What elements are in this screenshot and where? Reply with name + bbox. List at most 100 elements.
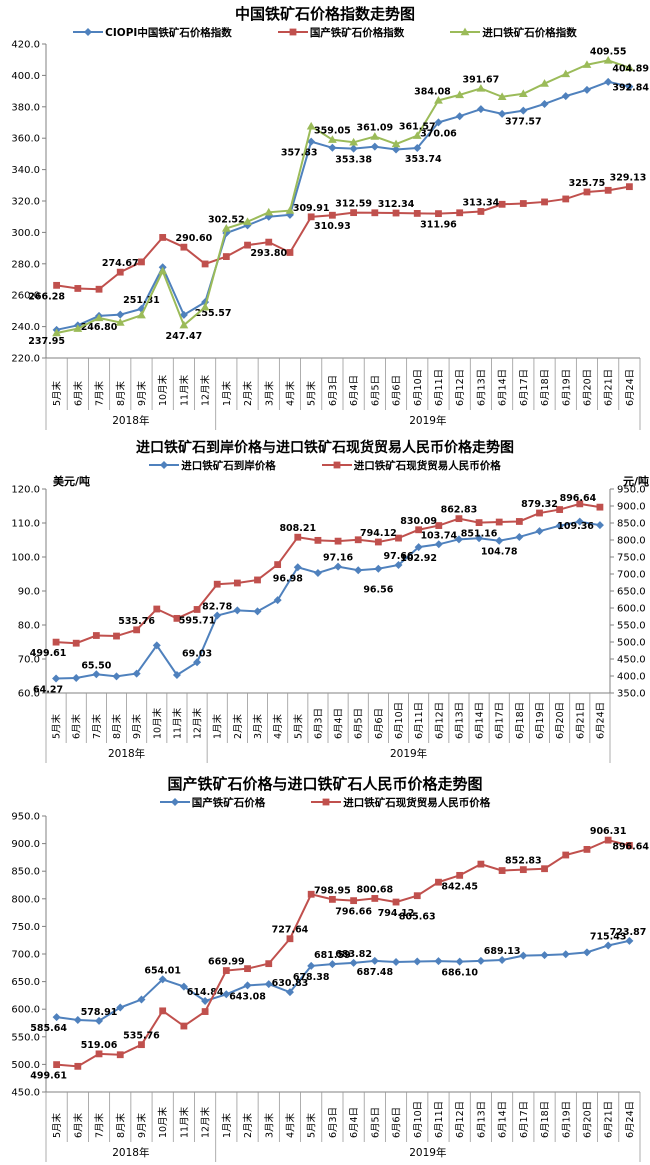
x-axis-category-label: 11月末 (178, 374, 190, 406)
data-point-label: 906.31 (590, 826, 627, 837)
chart2-legend-item-2: 进口铁矿石现货贸易人民币价格 (321, 458, 501, 473)
data-point-square (180, 243, 188, 251)
chart1-legend: CIOPI中国铁矿石价格指数 国产铁矿石价格指数 进口铁矿石价格指数 (0, 24, 650, 40)
data-point-diamond (625, 936, 634, 945)
x-axis-category-label: 6月19日 (535, 702, 546, 739)
x-axis-category-label: 6月20日 (582, 1101, 593, 1138)
data-point-label: 353.74 (405, 154, 442, 165)
data-point-square (415, 526, 423, 534)
x-axis-category-label: 2月末 (232, 713, 244, 739)
data-point-label: 578.91 (81, 1007, 118, 1018)
series-line-2 (56, 839, 630, 1068)
series-line-1 (56, 80, 630, 331)
data-point-diamond (328, 960, 337, 969)
data-point-square (455, 515, 463, 523)
chart1-plot-area: 220.0 240.0 260.0 280.0 300.0 320.0 340.0 360.0… (11, 40, 649, 430)
data-point-diamond (555, 521, 564, 530)
x-axis-category-label: 12月末 (192, 707, 204, 739)
square-marker-icon (321, 461, 352, 469)
data-point-diamond (160, 461, 169, 469)
x-axis-category-label: 1月末 (221, 380, 233, 406)
data-point-square (159, 234, 167, 241)
data-point-square (274, 561, 282, 569)
data-point-diamond (575, 517, 584, 526)
x-axis-year-group-label: 2018年 (108, 747, 145, 760)
y-axis-tick-label: 700.0 (11, 950, 40, 961)
x-axis-category-label: 6月24日 (595, 702, 606, 739)
data-point-diamond (604, 77, 613, 86)
x-axis-category-label: 9月末 (136, 1112, 148, 1138)
data-point-square (173, 614, 181, 622)
data-point-square (138, 1041, 145, 1049)
data-point-square (322, 798, 330, 806)
data-point-label: 353.38 (335, 155, 372, 166)
data-point-square (244, 965, 251, 973)
imported-ore-cif-vs-cny-price-chart: 进口铁矿石到岸价格与进口铁矿石现货贸易人民币价格走势图 进口铁矿石到岸价格 进口铁… (0, 437, 650, 770)
data-point-square (435, 210, 442, 218)
data-point-label: 654.01 (144, 965, 181, 976)
y-axis-tick-label: 550.0 (11, 1032, 40, 1043)
x-axis-category-label: 10月末 (157, 1106, 169, 1138)
chart2-legend-label-1: 进口铁矿石到岸价格 (181, 459, 276, 472)
diamond-marker-icon (73, 28, 104, 36)
data-point-diamond (392, 145, 401, 154)
data-point-square (350, 897, 358, 905)
data-point-square (456, 871, 464, 879)
data-point-label: 392.84 (612, 83, 649, 94)
data-point-diamond (455, 112, 464, 121)
data-point-diamond (95, 1016, 104, 1025)
data-point-diamond (172, 670, 181, 679)
data-point-square (193, 606, 201, 613)
y-axis-tick-label: 220.0 (11, 354, 40, 365)
y2-axis-tick-label: 850.0 (617, 519, 646, 530)
data-point-square (289, 28, 297, 36)
x-axis-category-label: 6月3日 (328, 375, 339, 406)
data-point-label: 96.98 (273, 573, 303, 584)
y-axis-tick-label: 900.0 (11, 839, 40, 850)
data-point-triangle (200, 302, 210, 311)
x-axis-category-label: 6月13日 (454, 702, 465, 739)
data-point-square (254, 576, 261, 584)
data-point-label: 312.34 (378, 199, 415, 210)
data-point-label: 404.89 (612, 64, 649, 75)
data-point-square (307, 890, 315, 898)
data-point-diamond (170, 798, 179, 806)
data-point-square (314, 536, 322, 544)
data-point-square (74, 285, 82, 292)
data-point-diamond (179, 982, 188, 991)
data-point-diamond (264, 980, 273, 989)
x-axis-year-group-label: 2019年 (409, 414, 446, 427)
data-point-diamond (285, 988, 294, 997)
data-point-triangle (221, 224, 231, 232)
data-point-square (392, 209, 400, 217)
x-axis-category-label: 3月末 (252, 713, 264, 739)
series-line-1 (56, 520, 601, 680)
data-point-diamond (116, 310, 125, 319)
data-point-triangle (370, 132, 380, 140)
data-point-label: 310.93 (314, 221, 351, 232)
chart1-legend-label-3: 进口铁矿石价格指数 (482, 26, 577, 39)
x-axis-category-label: 6月11日 (434, 369, 445, 406)
data-point-diamond (313, 568, 322, 577)
data-point-square (477, 860, 485, 868)
x-axis-category-label: 8月末 (115, 380, 127, 406)
data-point-triangle (158, 266, 168, 275)
data-point-diamond (137, 995, 146, 1004)
data-point-diamond (152, 641, 161, 650)
series-line-2 (56, 502, 601, 645)
x-axis-category-label: 6月18日 (540, 1101, 551, 1138)
data-point-square (307, 213, 315, 221)
data-point-label: 251.31 (123, 295, 160, 306)
data-point-diamond (434, 118, 443, 127)
data-point-square (138, 258, 145, 266)
data-point-diamond (515, 532, 524, 541)
data-point-diamond (540, 99, 549, 108)
data-point-label: 309.91 (293, 203, 330, 214)
data-point-diamond (582, 85, 591, 94)
x-axis-category-label: 6月6日 (392, 375, 403, 406)
x-axis-category-label: 6月24日 (625, 369, 636, 406)
series-line-3 (56, 59, 630, 335)
x-axis-category-label: 12月末 (200, 1106, 212, 1138)
data-point-square (201, 260, 209, 268)
data-point-label: 293.80 (250, 248, 287, 259)
